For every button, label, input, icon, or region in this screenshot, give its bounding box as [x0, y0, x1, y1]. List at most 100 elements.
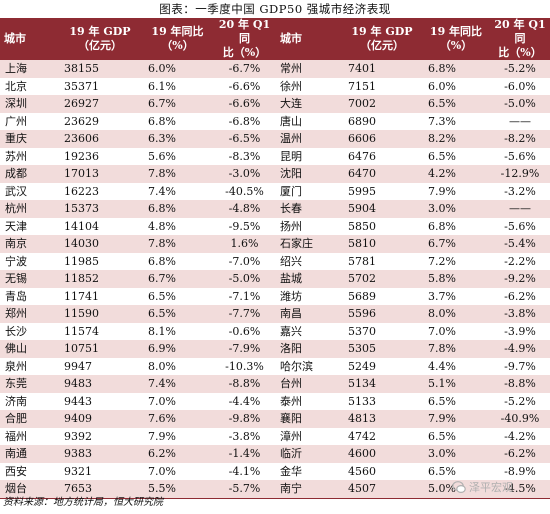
city-name: 石家庄 — [276, 235, 342, 253]
table-row: 天津 14104 4.8% -9.5% 扬州 5850 6.8% -5.6% — [0, 217, 550, 235]
growth-2019-value: 7.8% — [142, 235, 213, 253]
city-name: 广州 — [0, 112, 58, 130]
watermark-text: 泽平宏观 — [469, 481, 513, 494]
header-growth-2019: 19 年同比 （%） — [142, 18, 213, 60]
wechat-icon — [452, 481, 466, 494]
city-name: 无锡 — [0, 270, 58, 288]
city-name: 天津 — [0, 217, 58, 235]
q1-2020-value: -4.2% — [490, 427, 550, 445]
q1-2020-value: -8.9% — [490, 462, 550, 480]
city-name: 常州 — [276, 60, 342, 78]
growth-2019-value: 5.8% — [422, 270, 490, 288]
growth-2019-value: 6.5% — [422, 427, 490, 445]
q1-2020-value: -5.2% — [490, 392, 550, 410]
gdp-value: 15373 — [58, 200, 142, 218]
city-name: 青岛 — [0, 287, 58, 305]
growth-2019-value: 7.9% — [422, 410, 490, 428]
growth-2019-value: 7.8% — [422, 340, 490, 358]
q1-2020-value: -9.5% — [213, 217, 276, 235]
growth-2019-value: 3.7% — [422, 287, 490, 305]
q1-2020-value: -7.9% — [213, 340, 276, 358]
gdp-value: 7151 — [342, 77, 422, 95]
city-name: 沈阳 — [276, 165, 342, 183]
city-name: 漳州 — [276, 427, 342, 445]
table-row: 合肥 9409 7.6% -9.8% 襄阳 4813 7.9% -40.9% — [0, 410, 550, 428]
gdp-value: 5134 — [342, 375, 422, 393]
gdp-table: 城市 19 年 GDP （亿元） 19 年同比 （%） 20 年 Q1 同 比（… — [0, 18, 550, 499]
gdp-value: 7002 — [342, 95, 422, 113]
q1-2020-value: -6.6% — [213, 77, 276, 95]
growth-2019-value: 6.9% — [142, 340, 213, 358]
q1-2020-value: -0.6% — [213, 322, 276, 340]
growth-2019-value: 6.5% — [422, 147, 490, 165]
gdp-value: 6606 — [342, 130, 422, 148]
header-q1-2020: 20 年 Q1 同 比（%） — [490, 18, 550, 60]
city-name: 徐州 — [276, 77, 342, 95]
gdp-value: 9483 — [58, 375, 142, 393]
gdp-value: 11574 — [58, 322, 142, 340]
gdp-value: 5995 — [342, 182, 422, 200]
header-city: 城市 — [276, 18, 342, 60]
city-name: 重庆 — [0, 130, 58, 148]
city-name: 南通 — [0, 445, 58, 463]
city-name: 宁波 — [0, 252, 58, 270]
city-name: 襄阳 — [276, 410, 342, 428]
q1-2020-value: -3.8% — [490, 305, 550, 323]
table-row: 长沙 11574 8.1% -0.6% 嘉兴 5370 7.0% -3.9% — [0, 322, 550, 340]
q1-2020-value: -9.8% — [213, 410, 276, 428]
q1-2020-value: —— — [490, 112, 550, 130]
city-name: 金华 — [276, 462, 342, 480]
gdp-value: 4600 — [342, 445, 422, 463]
city-name: 大连 — [276, 95, 342, 113]
growth-2019-value: 7.2% — [422, 252, 490, 270]
table-row: 成都 17013 7.8% -3.0% 沈阳 6470 4.2% -12.9% — [0, 165, 550, 183]
growth-2019-value: 7.9% — [422, 182, 490, 200]
city-name: 杭州 — [0, 200, 58, 218]
city-name: 合肥 — [0, 410, 58, 428]
city-name: 洛阳 — [276, 340, 342, 358]
q1-2020-value: -12.9% — [490, 165, 550, 183]
growth-2019-value: 7.6% — [142, 410, 213, 428]
gdp-value: 5850 — [342, 217, 422, 235]
q1-2020-value: -5.2% — [490, 60, 550, 78]
q1-2020-value: -3.2% — [490, 182, 550, 200]
growth-2019-value: 5.1% — [422, 375, 490, 393]
table-row: 南京 14030 7.8% 1.6% 石家庄 5810 6.7% -5.4% — [0, 235, 550, 253]
growth-2019-value: 3.0% — [422, 200, 490, 218]
city-name: 长春 — [276, 200, 342, 218]
growth-2019-value: 6.5% — [422, 95, 490, 113]
table-row: 苏州 19236 5.6% -8.3% 昆明 6476 6.5% -5.6% — [0, 147, 550, 165]
growth-2019-value: 6.8% — [142, 200, 213, 218]
table-body: 上海 38155 6.0% -6.7% 常州 7401 6.8% -5.2% 北京 35371 6.… — [0, 60, 550, 499]
city-name: 武汉 — [0, 182, 58, 200]
city-name: 南昌 — [276, 305, 342, 323]
gdp-value: 38155 — [58, 60, 142, 78]
growth-2019-value: 6.5% — [142, 305, 213, 323]
q1-2020-value: -40.5% — [213, 182, 276, 200]
growth-2019-value: 5.6% — [142, 147, 213, 165]
table-row: 郑州 11590 6.5% -7.7% 南昌 5596 8.0% -3.8% — [0, 305, 550, 323]
gdp-value: 17013 — [58, 165, 142, 183]
city-name: 郑州 — [0, 305, 58, 323]
gdp-value: 14104 — [58, 217, 142, 235]
gdp-value: 4813 — [342, 410, 422, 428]
q1-2020-value: -6.2% — [490, 287, 550, 305]
q1-2020-value: -1.4% — [213, 445, 276, 463]
city-name: 潍坊 — [276, 287, 342, 305]
header-growth-2019: 19 年同比 （%） — [422, 18, 490, 60]
growth-2019-value: 7.4% — [142, 182, 213, 200]
table-row: 宁波 11985 6.8% -7.0% 绍兴 5781 7.2% -2.2% — [0, 252, 550, 270]
growth-2019-value: 6.0% — [422, 77, 490, 95]
growth-2019-value: 6.8% — [422, 217, 490, 235]
header-city: 城市 — [0, 18, 58, 60]
growth-2019-value: 6.8% — [142, 112, 213, 130]
q1-2020-value: -8.2% — [490, 130, 550, 148]
city-name: 南宁 — [276, 480, 342, 499]
growth-2019-value: 5.5% — [142, 480, 213, 499]
table-row: 重庆 23606 6.3% -6.5% 温州 6606 8.2% -8.2% — [0, 130, 550, 148]
table-row: 广州 23629 6.8% -6.8% 唐山 6890 7.3% —— — [0, 112, 550, 130]
q1-2020-value: -5.0% — [213, 270, 276, 288]
growth-2019-value: 7.9% — [142, 427, 213, 445]
gdp-value: 5305 — [342, 340, 422, 358]
table-row: 东莞 9483 7.4% -8.8% 台州 5134 5.1% -8.8% — [0, 375, 550, 393]
